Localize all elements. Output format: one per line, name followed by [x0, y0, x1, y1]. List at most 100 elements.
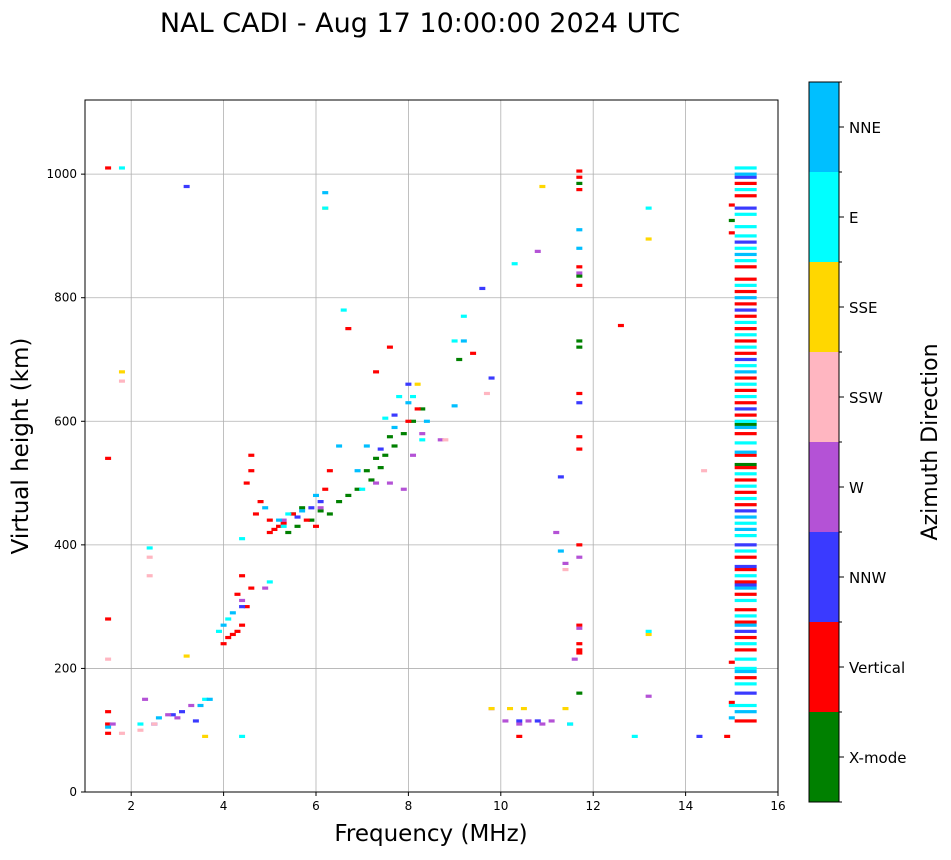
echo-point — [137, 722, 144, 726]
echo-point — [243, 605, 250, 609]
echo-point — [576, 246, 583, 250]
colorbar-tick-label: Vertical — [849, 659, 905, 677]
echo-point — [576, 345, 583, 349]
x-tick-label: 2 — [127, 799, 135, 813]
echo-point — [437, 438, 444, 442]
echo-point — [483, 391, 490, 396]
echo-point — [734, 623, 757, 627]
echo-point — [734, 592, 757, 596]
echo-point — [442, 438, 449, 442]
echo-point — [183, 654, 190, 658]
echo-point — [451, 339, 458, 343]
echo-point — [386, 435, 393, 439]
echo-point — [105, 731, 112, 735]
echo-point — [410, 394, 417, 399]
colorbar-segment — [809, 352, 839, 442]
echo-point — [734, 370, 757, 374]
echo-point — [557, 475, 564, 479]
echo-point — [239, 605, 246, 609]
echo-point — [645, 632, 652, 637]
echo-point — [345, 493, 352, 498]
echo-point — [507, 706, 514, 711]
echo-point — [470, 351, 477, 355]
echo-point — [220, 623, 227, 627]
colorbar-segment — [809, 172, 839, 262]
echo-point — [734, 509, 757, 513]
echo-point — [382, 416, 389, 420]
echo-point — [734, 394, 757, 399]
echo-point — [146, 574, 153, 578]
echo-point — [734, 583, 757, 587]
echo-point — [225, 635, 232, 640]
echo-point — [248, 469, 255, 473]
echo-point — [317, 506, 324, 510]
x-tick-label: 16 — [770, 799, 785, 813]
colorbar-segment — [809, 442, 839, 532]
echo-point — [197, 703, 204, 708]
echo-point — [345, 327, 352, 331]
echo-point — [234, 629, 241, 633]
echo-point — [373, 370, 380, 374]
echo-point — [734, 333, 757, 337]
colorbar-segment — [809, 622, 839, 712]
echo-point — [516, 734, 523, 738]
echo-point — [308, 506, 315, 510]
echo-point — [734, 339, 757, 343]
colorbar-segment — [809, 262, 839, 352]
chart-title: NAL CADI - Aug 17 10:00:00 2024 UTC — [160, 8, 680, 39]
echo-point — [576, 175, 583, 179]
echo-point — [391, 425, 398, 430]
x-tick-label: 12 — [586, 799, 601, 813]
echo-point — [734, 320, 757, 325]
colorbar-tick-label: NNE — [849, 119, 881, 137]
echo-point — [734, 425, 757, 430]
x-tick-label: 6 — [312, 799, 320, 813]
echo-point — [271, 527, 278, 532]
echo-point — [266, 530, 273, 535]
echo-point — [202, 734, 209, 738]
series-vertical — [105, 166, 757, 738]
echo-point — [734, 543, 757, 547]
echo-point — [155, 716, 162, 720]
echo-point — [502, 719, 509, 723]
y-tick-label: 0 — [69, 785, 77, 799]
echo-point — [105, 617, 112, 621]
series-e — [118, 166, 757, 738]
echo-point — [220, 642, 227, 646]
echo-point — [266, 580, 273, 584]
echo-point — [516, 719, 523, 723]
echo-point — [734, 555, 757, 559]
grid-lines — [85, 100, 779, 793]
echo-point — [734, 259, 757, 263]
x-axis: 2 4 6 8 10 12 14 16 — [127, 792, 786, 813]
echo-point — [294, 515, 301, 519]
echo-point — [734, 710, 757, 714]
echo-point — [734, 567, 757, 572]
echo-point — [460, 339, 467, 343]
echo-point — [576, 651, 583, 655]
colorbar-frame — [808, 81, 840, 803]
echo-point — [734, 608, 757, 612]
echo-point — [734, 302, 757, 306]
echo-point — [105, 722, 112, 726]
echo-point — [576, 228, 583, 232]
y-tick-label: 800 — [54, 291, 77, 305]
echo-point — [734, 422, 757, 426]
echo-point — [105, 725, 112, 729]
echo-point — [576, 691, 583, 695]
echo-point — [734, 719, 757, 723]
echo-point — [400, 432, 407, 436]
echo-point — [734, 357, 757, 362]
echo-point — [734, 574, 757, 578]
echo-point — [248, 453, 255, 457]
echo-point — [359, 487, 366, 491]
echo-point — [734, 175, 757, 179]
echo-point — [576, 391, 583, 396]
echo-point — [313, 524, 319, 528]
echo-point — [728, 218, 735, 223]
echo-point — [734, 407, 757, 411]
series-w — [109, 249, 652, 726]
echo-point — [571, 657, 578, 661]
echo-point — [734, 252, 757, 257]
echo-point — [734, 345, 757, 349]
